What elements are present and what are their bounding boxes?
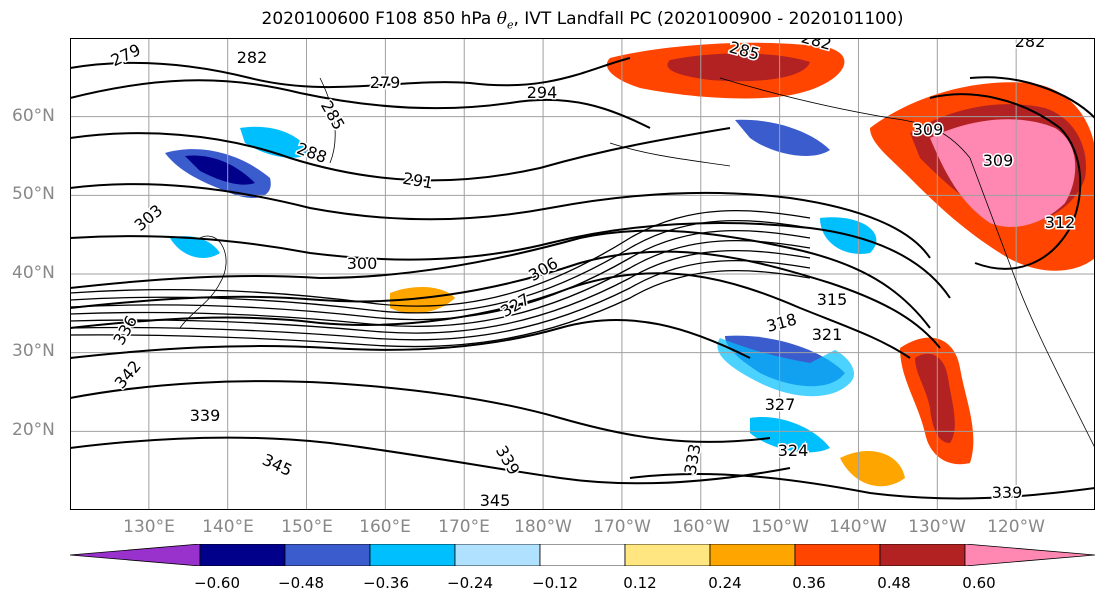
contour-label: 321 <box>812 325 843 344</box>
contour-label: 345 <box>480 491 511 510</box>
jet-gradient-contours <box>70 210 811 348</box>
contour-label: 315 <box>817 290 848 309</box>
lon-label-120w: 120°W <box>987 517 1045 537</box>
coastline-japan <box>179 235 227 329</box>
title-theta: θ <box>496 9 507 29</box>
contour-line <box>969 76 1095 119</box>
contour-line <box>70 57 631 89</box>
contour-line <box>70 183 931 259</box>
colorbar-label: 0.24 <box>708 574 742 592</box>
coastline-alaska <box>719 77 971 159</box>
lon-label-160e: 160°E <box>359 517 411 537</box>
lat-label-30n: 30°N <box>12 341 55 361</box>
colorbar-segment <box>199 544 286 566</box>
lon-label-130w: 130°W <box>908 517 966 537</box>
lon-label-160w: 160°W <box>672 517 730 537</box>
positive-anomaly-baja-core <box>915 353 955 443</box>
coastline-aleutians <box>609 142 731 167</box>
contour-label: 327 <box>765 395 796 414</box>
negative-anomaly-west-pacific <box>170 236 220 258</box>
coastline-north-america <box>969 157 1095 449</box>
lat-label-60n: 60°N <box>12 106 55 126</box>
lon-label-170e: 170°E <box>438 517 490 537</box>
contour-label: 309 <box>983 151 1014 170</box>
positive-anomaly-gulf-alaska-core <box>667 53 810 82</box>
colorbar-label: −0.12 <box>532 574 578 592</box>
colorbar-label: 0.48 <box>877 574 911 592</box>
contour-line <box>70 229 931 329</box>
contour-line <box>70 222 951 299</box>
colorbar-segment <box>284 544 371 566</box>
contour-label: 282 <box>1015 38 1046 51</box>
colorbar-label: 0.36 <box>792 574 826 592</box>
title-subscript: e <box>506 18 514 32</box>
negative-anomaly-kamchatka <box>240 126 310 158</box>
lat-label-40n: 40°N <box>12 263 55 283</box>
title-suffix: , IVT Landfall PC (2020100900 - 20201011… <box>513 9 904 29</box>
map-frame <box>70 38 1095 510</box>
negative-anomaly-aleutian <box>735 119 830 157</box>
colorbar-extension-low <box>70 544 201 566</box>
lon-label-170w: 170°W <box>593 517 651 537</box>
contour-label: 312 <box>1045 213 1076 232</box>
colorbar-label: 0.60 <box>962 574 996 592</box>
anomaly-shading <box>165 42 1095 487</box>
contour-line <box>70 272 911 359</box>
colorbar-segment <box>624 544 711 566</box>
lat-label-20n: 20°N <box>12 420 55 440</box>
lon-label-150w: 150°W <box>751 517 809 537</box>
colorbar-label: −0.60 <box>194 574 240 592</box>
contour-line <box>70 79 651 129</box>
colorbar <box>70 544 1095 566</box>
colorbar-label: −0.36 <box>363 574 409 592</box>
colorbar-segment <box>454 544 541 566</box>
lon-label-130e: 130°E <box>123 517 175 537</box>
colorbar-label: −0.24 <box>447 574 493 592</box>
positive-anomaly-pnw-pink <box>930 119 1076 227</box>
contour-label: 282 <box>237 48 268 67</box>
colorbar-extension-high <box>964 544 1095 566</box>
contour-line <box>929 93 1082 270</box>
contour-line <box>70 436 791 485</box>
positive-anomaly-midlat <box>390 286 455 314</box>
lon-label-140e: 140°E <box>202 517 254 537</box>
contour-label: 279 <box>370 73 401 92</box>
coastlines <box>179 77 1095 449</box>
colorbar-segment <box>539 544 626 566</box>
negative-anomaly-hawaii <box>750 417 830 453</box>
contour-line <box>70 318 751 359</box>
contour-label: 309 <box>913 120 944 139</box>
coastline-kamchatka <box>319 77 336 164</box>
lon-label-180w: 180°W <box>514 517 572 537</box>
contour-line <box>70 250 941 349</box>
colorbar-label: 0.12 <box>623 574 657 592</box>
colorbar-segment <box>709 544 796 566</box>
colorbar-segment <box>794 544 881 566</box>
lon-label-140w: 140°W <box>829 517 887 537</box>
graticule <box>70 38 1095 510</box>
contour-label: 300 <box>347 254 378 273</box>
contour-label: 324 <box>778 441 809 460</box>
contour-line <box>629 473 1095 500</box>
lon-label-150e: 150°E <box>281 517 333 537</box>
colorbar-segment <box>879 544 966 566</box>
contour-line <box>70 380 771 443</box>
contour-label: 339 <box>190 406 221 425</box>
positive-anomaly-tropics <box>840 450 905 487</box>
colorbar-segment <box>369 544 456 566</box>
contour-label: 294 <box>527 83 558 102</box>
map-title: 2020100600 F108 850 hPa θe, IVT Landfall… <box>0 9 1105 31</box>
colorbar-label: −0.48 <box>278 574 324 592</box>
contour-label: 339 <box>992 483 1023 502</box>
contour-line <box>70 127 731 182</box>
theta-e-contours <box>70 57 1095 500</box>
lat-label-50n: 50°N <box>12 184 55 204</box>
title-prefix: 2020100600 F108 850 hPa <box>261 9 497 29</box>
negative-anomaly-japan-core <box>185 155 255 185</box>
